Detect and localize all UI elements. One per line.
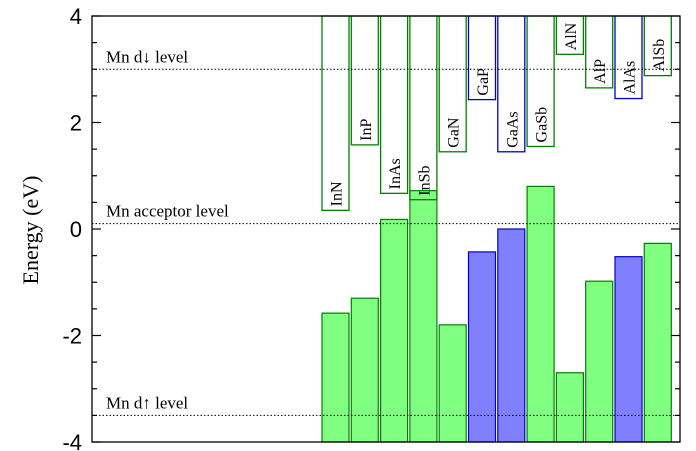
category-label-inn: InN [329,181,346,206]
valence-bar-alas [614,256,643,443]
y-tick-label: 2 [70,111,82,136]
category-label-gap: GaP [475,68,492,96]
valence-bar-inn [321,312,350,443]
conduction-box-inn [321,15,350,212]
y-tick-label: 0 [70,217,82,242]
category-label-inas: InAs [387,158,404,189]
reference-level-label-0: Mn d↓ level [106,47,188,66]
valence-bar-gaas [497,228,526,443]
bars-layer: InN InP InAs InSb GaN GaP GaAs GaSb AlN AlP AlAs Al… [321,15,672,443]
y-tick-label: -2 [62,324,82,349]
category-label-aln: AlN [563,22,580,50]
category-label-gaas: GaAs [504,111,521,147]
valence-bar-aln [555,372,585,443]
y-tick-label: -4 [62,430,82,451]
ticks-layer: -4 -2 0 2 4 [62,4,680,451]
valence-bar-inp [350,297,379,443]
category-label-alas: AlAs [622,61,639,95]
category-label-alp: AlP [592,59,609,84]
valence-bar-inas [380,218,409,443]
reference-levels-layer: Mn d↓ level Mn acceptor level Mn d↑ level [92,47,680,416]
y-axis-label: Energy (eV) [18,176,43,285]
y-tick-label: 4 [70,4,82,29]
valence-bar-gap [467,251,497,443]
category-label-gan: GaN [446,117,463,148]
valence-bar-alp [585,280,614,443]
valence-bar-gan [438,324,467,443]
valence-bar-insb [409,190,438,443]
valence-bar-gasb [526,185,555,443]
category-label-insb: InSb [416,165,433,195]
category-label-inp: InP [358,119,375,141]
reference-level-label-1: Mn acceptor level [106,202,229,221]
category-label-gasb: GaSb [534,107,551,143]
category-label-alsb: AlSb [651,39,668,72]
valence-bar-alsb [643,242,672,443]
reference-level-label-2: Mn d↑ level [106,393,188,412]
